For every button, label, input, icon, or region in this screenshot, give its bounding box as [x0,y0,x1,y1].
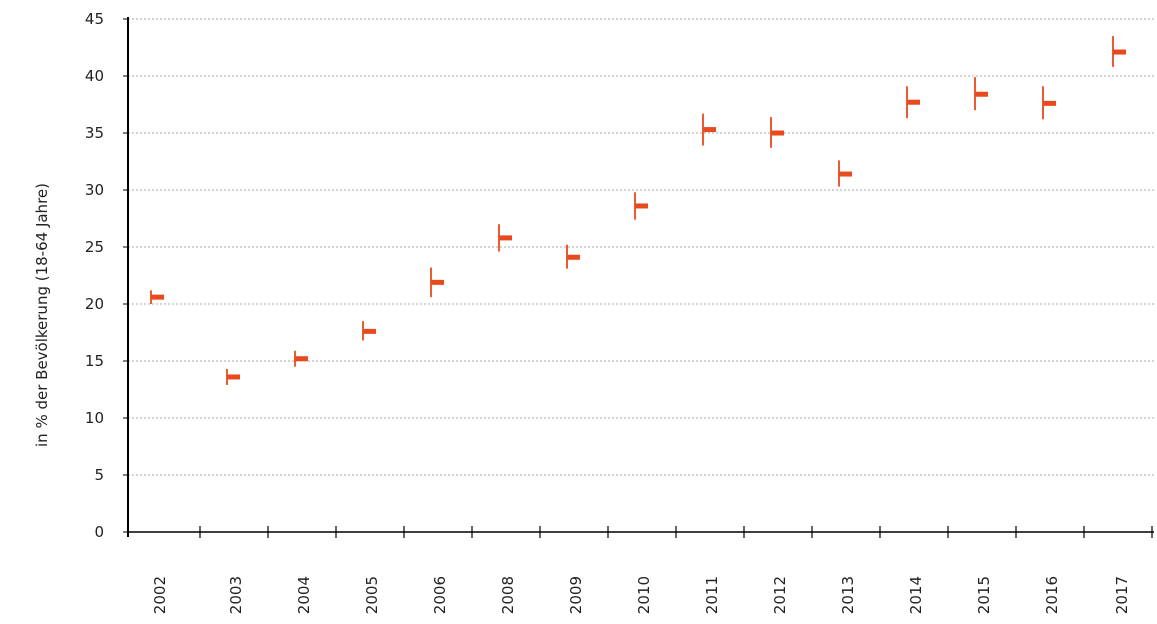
mean-marker [635,203,648,209]
data-point-2011 [702,113,716,146]
x-axis: 2002 2003 2004 2005 2006 2008 2009 2010 2011 2012… [128,526,1154,614]
y-tick-label: 30 [85,181,104,199]
y-tick-label: 15 [85,352,104,370]
mean-marker [431,279,444,285]
y-tick-label: 20 [85,295,104,313]
mean-marker [703,127,716,133]
mean-marker [567,254,580,260]
mean-marker [295,356,308,362]
y-tick-label: 10 [85,409,104,427]
y-axis-title: in % der Bevölkerung (18-64 Jahre) [33,183,51,447]
x-tick-label: 2008 [499,576,517,614]
x-tick-label: 2003 [227,576,245,614]
mean-marker [499,235,512,241]
x-tick-label: 2004 [295,576,313,614]
data-point-2008 [498,224,512,252]
data-point-2004 [294,350,308,367]
x-tick-label: 2014 [907,576,925,614]
data-point-2006 [430,267,444,298]
mean-marker [771,130,784,136]
mean-marker [839,171,852,177]
data-point-2002 [150,290,164,304]
data-point-2012 [770,117,784,148]
x-tick-label: 2002 [151,576,169,614]
y-tick-label: 5 [94,466,104,484]
data-point-2009 [566,244,580,269]
y-tick-label: 25 [85,238,104,256]
y-tick-label: 45 [85,10,104,28]
x-tick-label: 2016 [1043,576,1061,614]
mean-marker [151,294,164,300]
data-point-2017 [1112,36,1126,67]
x-tick-label: 2009 [567,576,585,614]
y-tick-label: 40 [85,67,104,85]
data-marks [150,36,1126,385]
data-point-2013 [838,160,852,187]
y-axis: 0 5 10 15 20 25 30 35 40 45 [85,10,129,541]
gridlines [128,18,1154,476]
x-tick-label: 2012 [771,576,789,614]
x-tick-label: 2006 [431,576,449,614]
mean-marker [975,91,988,97]
mean-marker [907,99,920,105]
data-point-2015 [974,77,988,111]
x-tick-label: 2011 [703,576,721,614]
mean-marker [363,328,376,334]
mean-marker [1043,100,1056,106]
x-tick-label: 2010 [635,576,653,614]
data-point-2016 [1042,86,1056,120]
x-tick-label: 2015 [975,576,993,614]
x-tick-label: 2005 [363,576,381,614]
y-tick-label: 35 [85,124,104,142]
data-point-2005 [362,321,376,341]
y-tick-label: 0 [94,523,104,541]
mean-marker [1113,49,1126,55]
data-point-2010 [634,192,648,220]
x-tick-label: 2013 [839,576,857,614]
x-tick-label: 2017 [1113,576,1131,614]
data-point-2003 [226,368,240,385]
data-point-2014 [906,86,920,119]
mean-marker [227,374,240,380]
